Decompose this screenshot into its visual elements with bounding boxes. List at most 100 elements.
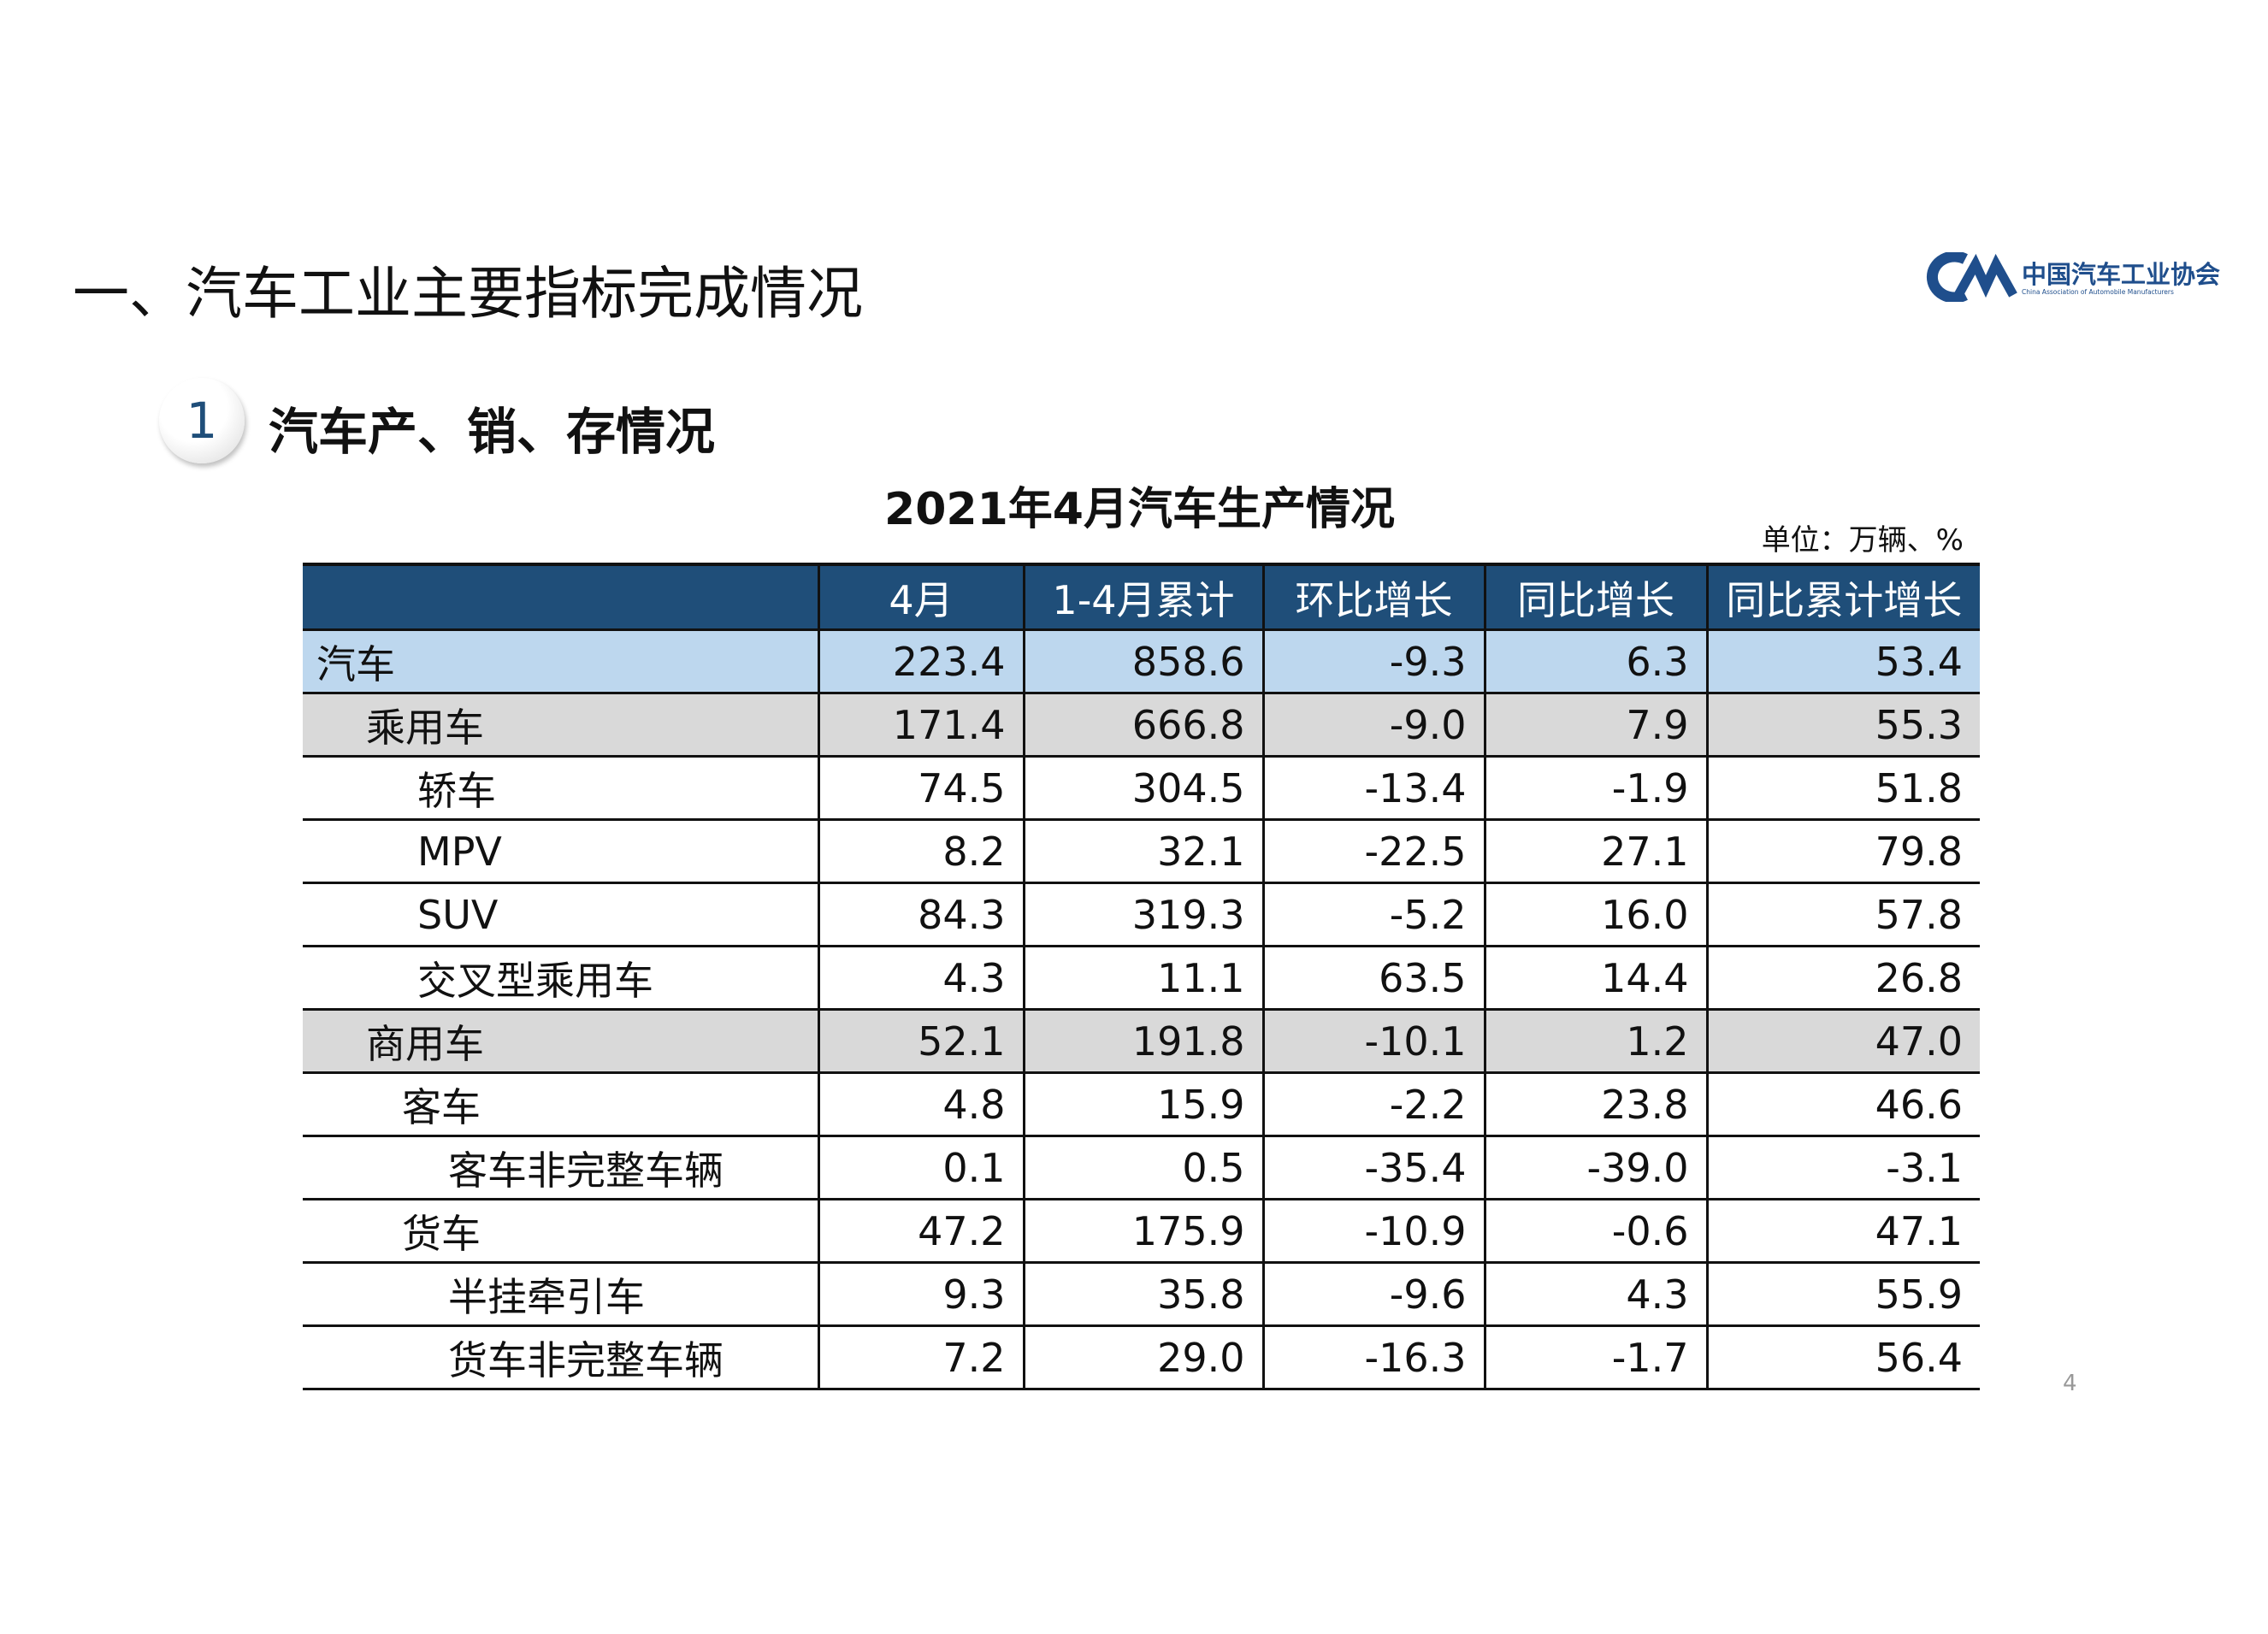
value-cell: 47.0 [1705, 1009, 1980, 1074]
table-row: 半挂牵引车 9.3 35.8 -9.6 4.3 55.9 [303, 1262, 1980, 1327]
column-header: 同比累计增长 [1705, 563, 1980, 631]
value-cell: 666.8 [1022, 693, 1263, 758]
row-label: 汽车 [303, 629, 818, 694]
logo-subtitle: China Association of Automobile Manufact… [2022, 288, 2174, 296]
page-title: 一、汽车工业主要指标完成情况 [73, 261, 863, 327]
value-cell: 23.8 [1483, 1072, 1707, 1137]
value-cell: -10.9 [1261, 1199, 1485, 1264]
value-cell: -16.3 [1261, 1325, 1485, 1390]
value-cell: 56.4 [1705, 1325, 1980, 1390]
value-cell: 53.4 [1705, 629, 1980, 694]
table-row: 轿车 74.5 304.5 -13.4 -1.9 51.8 [303, 756, 1980, 821]
value-cell: 63.5 [1261, 946, 1485, 1011]
table-row: MPV 8.2 32.1 -22.5 27.1 79.8 [303, 819, 1980, 884]
logo-mark [1926, 252, 2017, 302]
value-cell: 16.0 [1483, 882, 1707, 947]
value-cell: 304.5 [1022, 756, 1263, 821]
table-title: 2021年4月汽车生产情况 [884, 484, 1395, 535]
value-cell: -5.2 [1261, 882, 1485, 947]
value-cell: 7.9 [1483, 693, 1707, 758]
row-label: 半挂牵引车 [303, 1262, 818, 1327]
value-cell: 175.9 [1022, 1199, 1263, 1264]
table-row: 客车 4.8 15.9 -2.2 23.8 46.6 [303, 1072, 1980, 1137]
header-cell [303, 563, 818, 631]
value-cell: 29.0 [1022, 1325, 1263, 1390]
value-cell: -2.2 [1261, 1072, 1485, 1137]
value-cell: 26.8 [1705, 946, 1980, 1011]
header-row: 4月 1-4月累计 环比增长 同比增长 同比累计增长 [303, 563, 1980, 631]
value-cell: 57.8 [1705, 882, 1980, 947]
table-row: 客车非完整车辆 0.1 0.5 -35.4 -39.0 -3.1 [303, 1136, 1980, 1200]
row-label: 交叉型乘用车 [303, 946, 818, 1011]
value-cell: 0.5 [1022, 1136, 1263, 1200]
value-cell: 858.6 [1022, 629, 1263, 694]
data-table: 4月 1-4月累计 环比增长 同比增长 同比累计增长 汽车 223.4 858.6 -9.3 6… [303, 563, 1980, 1390]
value-cell: 0.1 [817, 1136, 1024, 1200]
unit-label: 单位：万辆、% [1761, 523, 1964, 557]
value-cell: 32.1 [1022, 819, 1263, 884]
table-row: 交叉型乘用车 4.3 11.1 63.5 14.4 26.8 [303, 946, 1980, 1011]
value-cell: 11.1 [1022, 946, 1263, 1011]
table-row: 商用车 52.1 191.8 -10.1 1.2 47.0 [303, 1009, 1980, 1074]
value-cell: 47.1 [1705, 1199, 1980, 1264]
column-header: 4月 [817, 563, 1024, 631]
value-cell: 14.4 [1483, 946, 1707, 1011]
value-cell: -13.4 [1261, 756, 1485, 821]
table-row: SUV 84.3 319.3 -5.2 16.0 57.8 [303, 882, 1980, 947]
value-cell: 15.9 [1022, 1072, 1263, 1137]
value-cell: -39.0 [1483, 1136, 1707, 1200]
value-cell: 79.8 [1705, 819, 1980, 884]
row-label: 货车非完整车辆 [303, 1325, 818, 1390]
row-label: 商用车 [303, 1009, 818, 1074]
value-cell: 4.8 [817, 1072, 1024, 1137]
section-badge: 1 [159, 378, 245, 463]
row-label: MPV [303, 819, 818, 884]
value-cell: 52.1 [817, 1009, 1024, 1074]
value-cell: -9.3 [1261, 629, 1485, 694]
column-header: 环比增长 [1261, 563, 1485, 631]
value-cell: -0.6 [1483, 1199, 1707, 1264]
page-number: 4 [2063, 1371, 2077, 1396]
column-header: 1-4月累计 [1022, 563, 1263, 631]
value-cell: 1.2 [1483, 1009, 1707, 1074]
table-row: 乘用车 171.4 666.8 -9.0 7.9 55.3 [303, 693, 1980, 758]
value-cell: 171.4 [817, 693, 1024, 758]
value-cell: 319.3 [1022, 882, 1263, 947]
value-cell: -9.0 [1261, 693, 1485, 758]
table-row: 货车 47.2 175.9 -10.9 -0.6 47.1 [303, 1199, 1980, 1264]
value-cell: 51.8 [1705, 756, 1980, 821]
value-cell: 46.6 [1705, 1072, 1980, 1137]
row-label: 客车 [303, 1072, 818, 1137]
row-label: 轿车 [303, 756, 818, 821]
table-row: 货车非完整车辆 7.2 29.0 -16.3 -1.7 56.4 [303, 1325, 1980, 1390]
value-cell: 191.8 [1022, 1009, 1263, 1074]
value-cell: -3.1 [1705, 1136, 1980, 1200]
value-cell: 4.3 [1483, 1262, 1707, 1327]
value-cell: 55.9 [1705, 1262, 1980, 1327]
value-cell: -1.9 [1483, 756, 1707, 821]
value-cell: 47.2 [817, 1199, 1024, 1264]
value-cell: 27.1 [1483, 819, 1707, 884]
value-cell: 6.3 [1483, 629, 1707, 694]
value-cell: -1.7 [1483, 1325, 1707, 1390]
value-cell: 55.3 [1705, 693, 1980, 758]
value-cell: 74.5 [817, 756, 1024, 821]
row-label: 客车非完整车辆 [303, 1136, 818, 1200]
value-cell: 84.3 [817, 882, 1024, 947]
logo-name: 中国汽车工业协会 [2022, 260, 2221, 289]
value-cell: 7.2 [817, 1325, 1024, 1390]
value-cell: 223.4 [817, 629, 1024, 694]
section-title: 汽车产、销、存情况 [269, 403, 716, 461]
value-cell: 8.2 [817, 819, 1024, 884]
value-cell: -22.5 [1261, 819, 1485, 884]
row-label: 乘用车 [303, 693, 818, 758]
value-cell: 4.3 [817, 946, 1024, 1011]
value-cell: 9.3 [817, 1262, 1024, 1327]
value-cell: 35.8 [1022, 1262, 1263, 1327]
value-cell: -10.1 [1261, 1009, 1485, 1074]
value-cell: -9.6 [1261, 1262, 1485, 1327]
value-cell: -35.4 [1261, 1136, 1485, 1200]
row-label: SUV [303, 882, 818, 947]
column-header: 同比增长 [1483, 563, 1707, 631]
